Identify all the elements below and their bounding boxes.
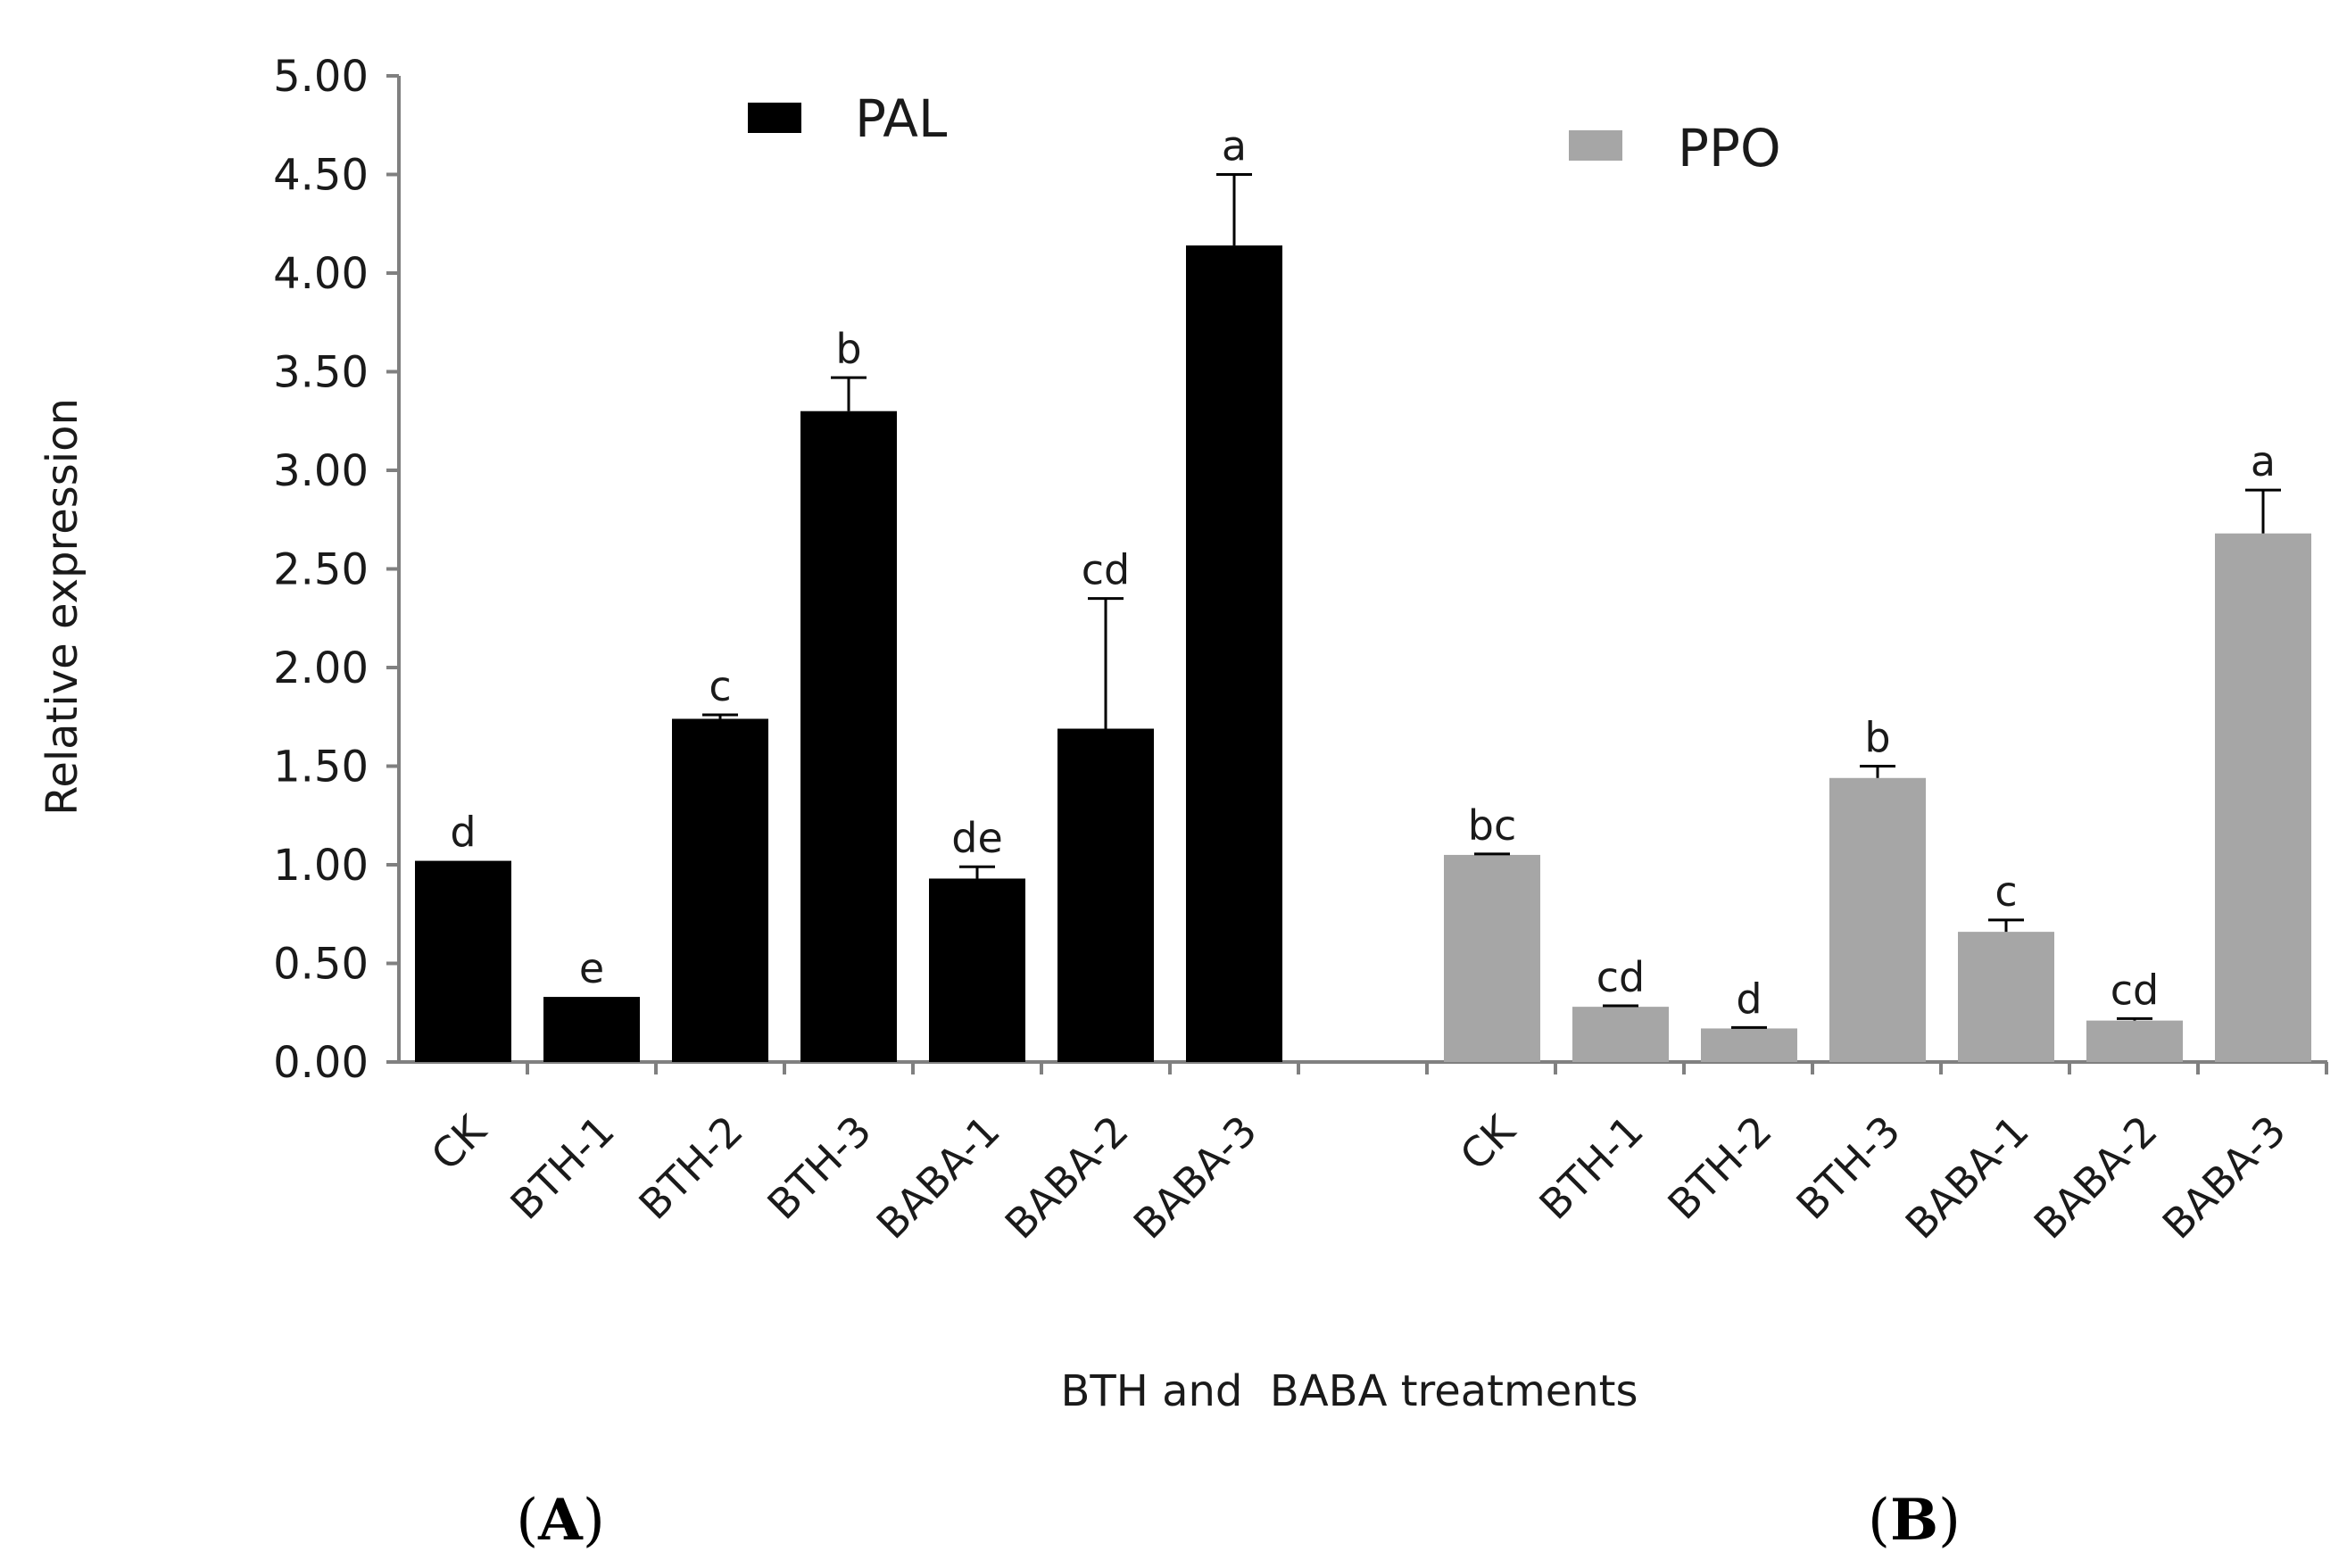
x-category-label: BABA-3 [2153,1107,2295,1249]
legend-swatch-ppo [1569,130,1622,161]
x-category-label: BTH-3 [1787,1107,1910,1229]
bar-ppo-bth-2 [1701,1028,1797,1062]
bar-pal-bth-2 [672,718,768,1062]
panel-label-a: (A) [516,1487,605,1554]
panel-label-b-letter: B [1890,1487,1938,1554]
panel-label-a-letter: A [537,1487,584,1554]
y-axis-title: Relative expression [37,398,87,816]
y-tick-label: 2.00 [273,643,369,693]
significance-letter: e [579,944,604,992]
y-tick-label: 0.00 [273,1038,369,1088]
y-tick-label: 3.00 [273,446,369,496]
bar-ppo-baba-3 [2215,533,2311,1062]
bar-ppo-bth-1 [1572,1007,1669,1062]
y-tick-label: 1.50 [273,743,369,792]
bar-pal-baba-3 [1186,245,1282,1062]
bar-ppo-baba-1 [1958,932,2054,1062]
y-tick-label: 5.00 [273,52,369,102]
bar-ppo-baba-2 [2086,1020,2183,1062]
y-tick-label: 4.50 [273,151,369,201]
x-category-label: BABA-1 [1896,1107,2038,1249]
x-category-label: BTH-3 [759,1107,881,1229]
legend-entry-ppo: PPO [1569,118,1781,178]
x-category-label: BABA-1 [867,1107,1009,1249]
y-tick-label: 3.50 [273,348,369,398]
bar-ppo-ck [1444,854,1540,1062]
x-category-label: BABA-2 [996,1107,1138,1249]
bar-pal-bth-1 [543,997,640,1062]
x-category-label: BTH-1 [1530,1107,1653,1229]
x-category-label: BTH-1 [502,1107,624,1229]
significance-letter: b [1864,714,1890,762]
panel-label-b: (B) [1868,1487,1961,1554]
bar-pal-bth-3 [800,411,897,1062]
significance-letter: a [2251,437,2276,485]
bars-layer [415,245,2311,1062]
x-category-label: BABA-2 [2025,1107,2167,1249]
significance-letter: d [1736,975,1762,1023]
y-tick-label: 2.50 [273,545,369,595]
significance-letter: a [1222,122,1247,170]
x-category-label: BABA-3 [1124,1107,1266,1249]
x-category-label: CK [422,1105,497,1180]
significance-letter: c [709,662,731,710]
legend-swatch-pal [748,103,801,133]
y-tick-label: 0.50 [273,940,369,990]
bar-pal-baba-1 [929,878,1025,1062]
significance-letter: de [951,814,1003,862]
error-bars-layer [702,173,2281,1029]
significance-letter: cd [1596,953,1646,1001]
x-category-label: CK [1451,1105,1526,1180]
y-tick-label: 1.00 [273,841,369,891]
bar-pal-ck [415,860,511,1062]
legend-label-pal: PAL [855,88,947,149]
y-tick-label: 4.00 [273,249,369,299]
bar-ppo-bth-3 [1829,777,1926,1062]
significance-letter: b [835,325,861,373]
legend-entry-pal: PAL [748,88,947,149]
x-axis-title: BTH and BABA treatments [1060,1366,1638,1416]
significance-letter: bc [1468,801,1517,850]
significance-letter: cd [1082,546,1131,594]
legend-label-ppo: PPO [1678,118,1781,178]
significance-letter: c [1995,867,2017,916]
significance-letter: d [450,809,476,857]
x-category-label: BTH-2 [1659,1107,1781,1229]
y-axis-ticks: 0.00 0.50 1.00 1.50 2.00 2.50 3.00 3.50 4.00 4.50… [273,52,399,1088]
x-category-label: BTH-2 [630,1107,752,1229]
bar-pal-baba-2 [1057,728,1154,1062]
x-axis-ticks [526,1062,2328,1074]
significance-letter: cd [2111,966,2160,1014]
